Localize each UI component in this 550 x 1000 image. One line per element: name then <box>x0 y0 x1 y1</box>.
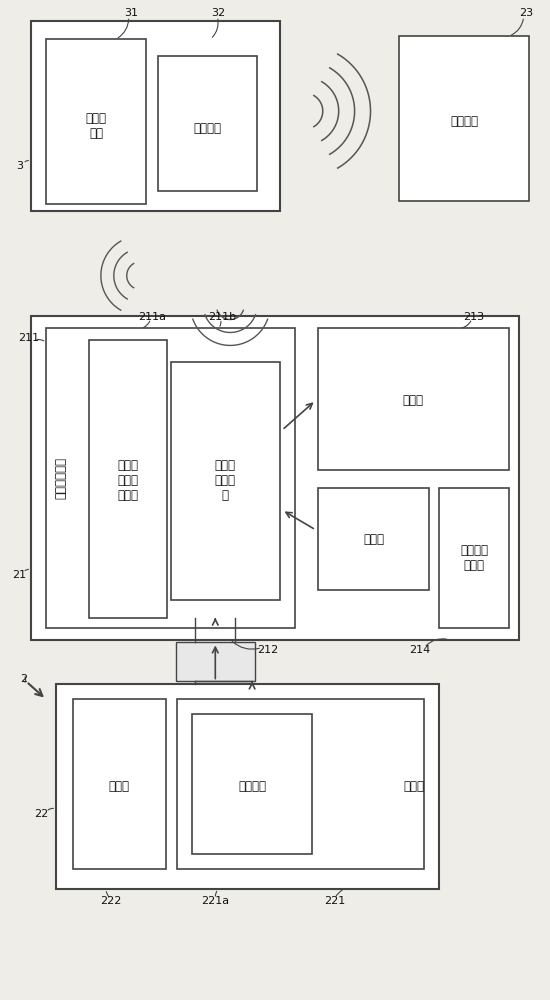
Text: 驱动组件: 驱动组件 <box>238 780 266 793</box>
Text: 22: 22 <box>34 809 48 819</box>
Text: 211: 211 <box>18 333 39 343</box>
Text: 21: 21 <box>12 570 26 580</box>
Bar <box>46 328 295 628</box>
Bar <box>31 21 280 211</box>
Bar <box>318 328 509 470</box>
Text: 2: 2 <box>20 674 27 684</box>
Bar <box>158 56 257 191</box>
Text: 震动部: 震动部 <box>404 780 425 793</box>
Text: 23: 23 <box>519 8 533 18</box>
Bar <box>170 362 280 600</box>
Bar <box>399 36 529 201</box>
Text: 控制部: 控制部 <box>363 533 384 546</box>
Text: 显示部: 显示部 <box>403 394 424 407</box>
Text: 可编程
芯片微
处理器: 可编程 芯片微 处理器 <box>117 459 138 502</box>
Text: 211a: 211a <box>139 312 167 322</box>
Bar <box>56 684 439 889</box>
Bar <box>46 39 146 204</box>
Text: 31: 31 <box>124 8 138 18</box>
Bar <box>178 699 424 869</box>
Text: 214: 214 <box>409 645 430 655</box>
Text: 接听单元: 接听单元 <box>450 115 478 128</box>
Bar <box>31 316 519 640</box>
Bar <box>175 642 255 681</box>
Bar <box>439 488 509 628</box>
Bar <box>192 714 312 854</box>
Bar <box>318 488 429 590</box>
Text: 诊断信息
处理部: 诊断信息 处理部 <box>460 544 488 572</box>
Text: 222: 222 <box>100 896 122 906</box>
Text: 传送与接收部: 传送与接收部 <box>54 457 68 499</box>
Text: 图文解
译处理
器: 图文解 译处理 器 <box>214 459 236 502</box>
Text: 213: 213 <box>464 312 485 322</box>
Text: 智能模块: 智能模块 <box>194 122 221 135</box>
Text: 221a: 221a <box>201 896 229 906</box>
Bar <box>89 340 167 618</box>
Text: 221: 221 <box>324 896 345 906</box>
Text: 32: 32 <box>211 8 226 18</box>
Text: 211b: 211b <box>208 312 236 322</box>
Text: 信号调
制器: 信号调 制器 <box>85 112 106 140</box>
Text: 212: 212 <box>257 645 279 655</box>
Text: 3: 3 <box>16 161 23 171</box>
Bar <box>73 699 166 869</box>
Text: 选取部: 选取部 <box>108 780 129 793</box>
